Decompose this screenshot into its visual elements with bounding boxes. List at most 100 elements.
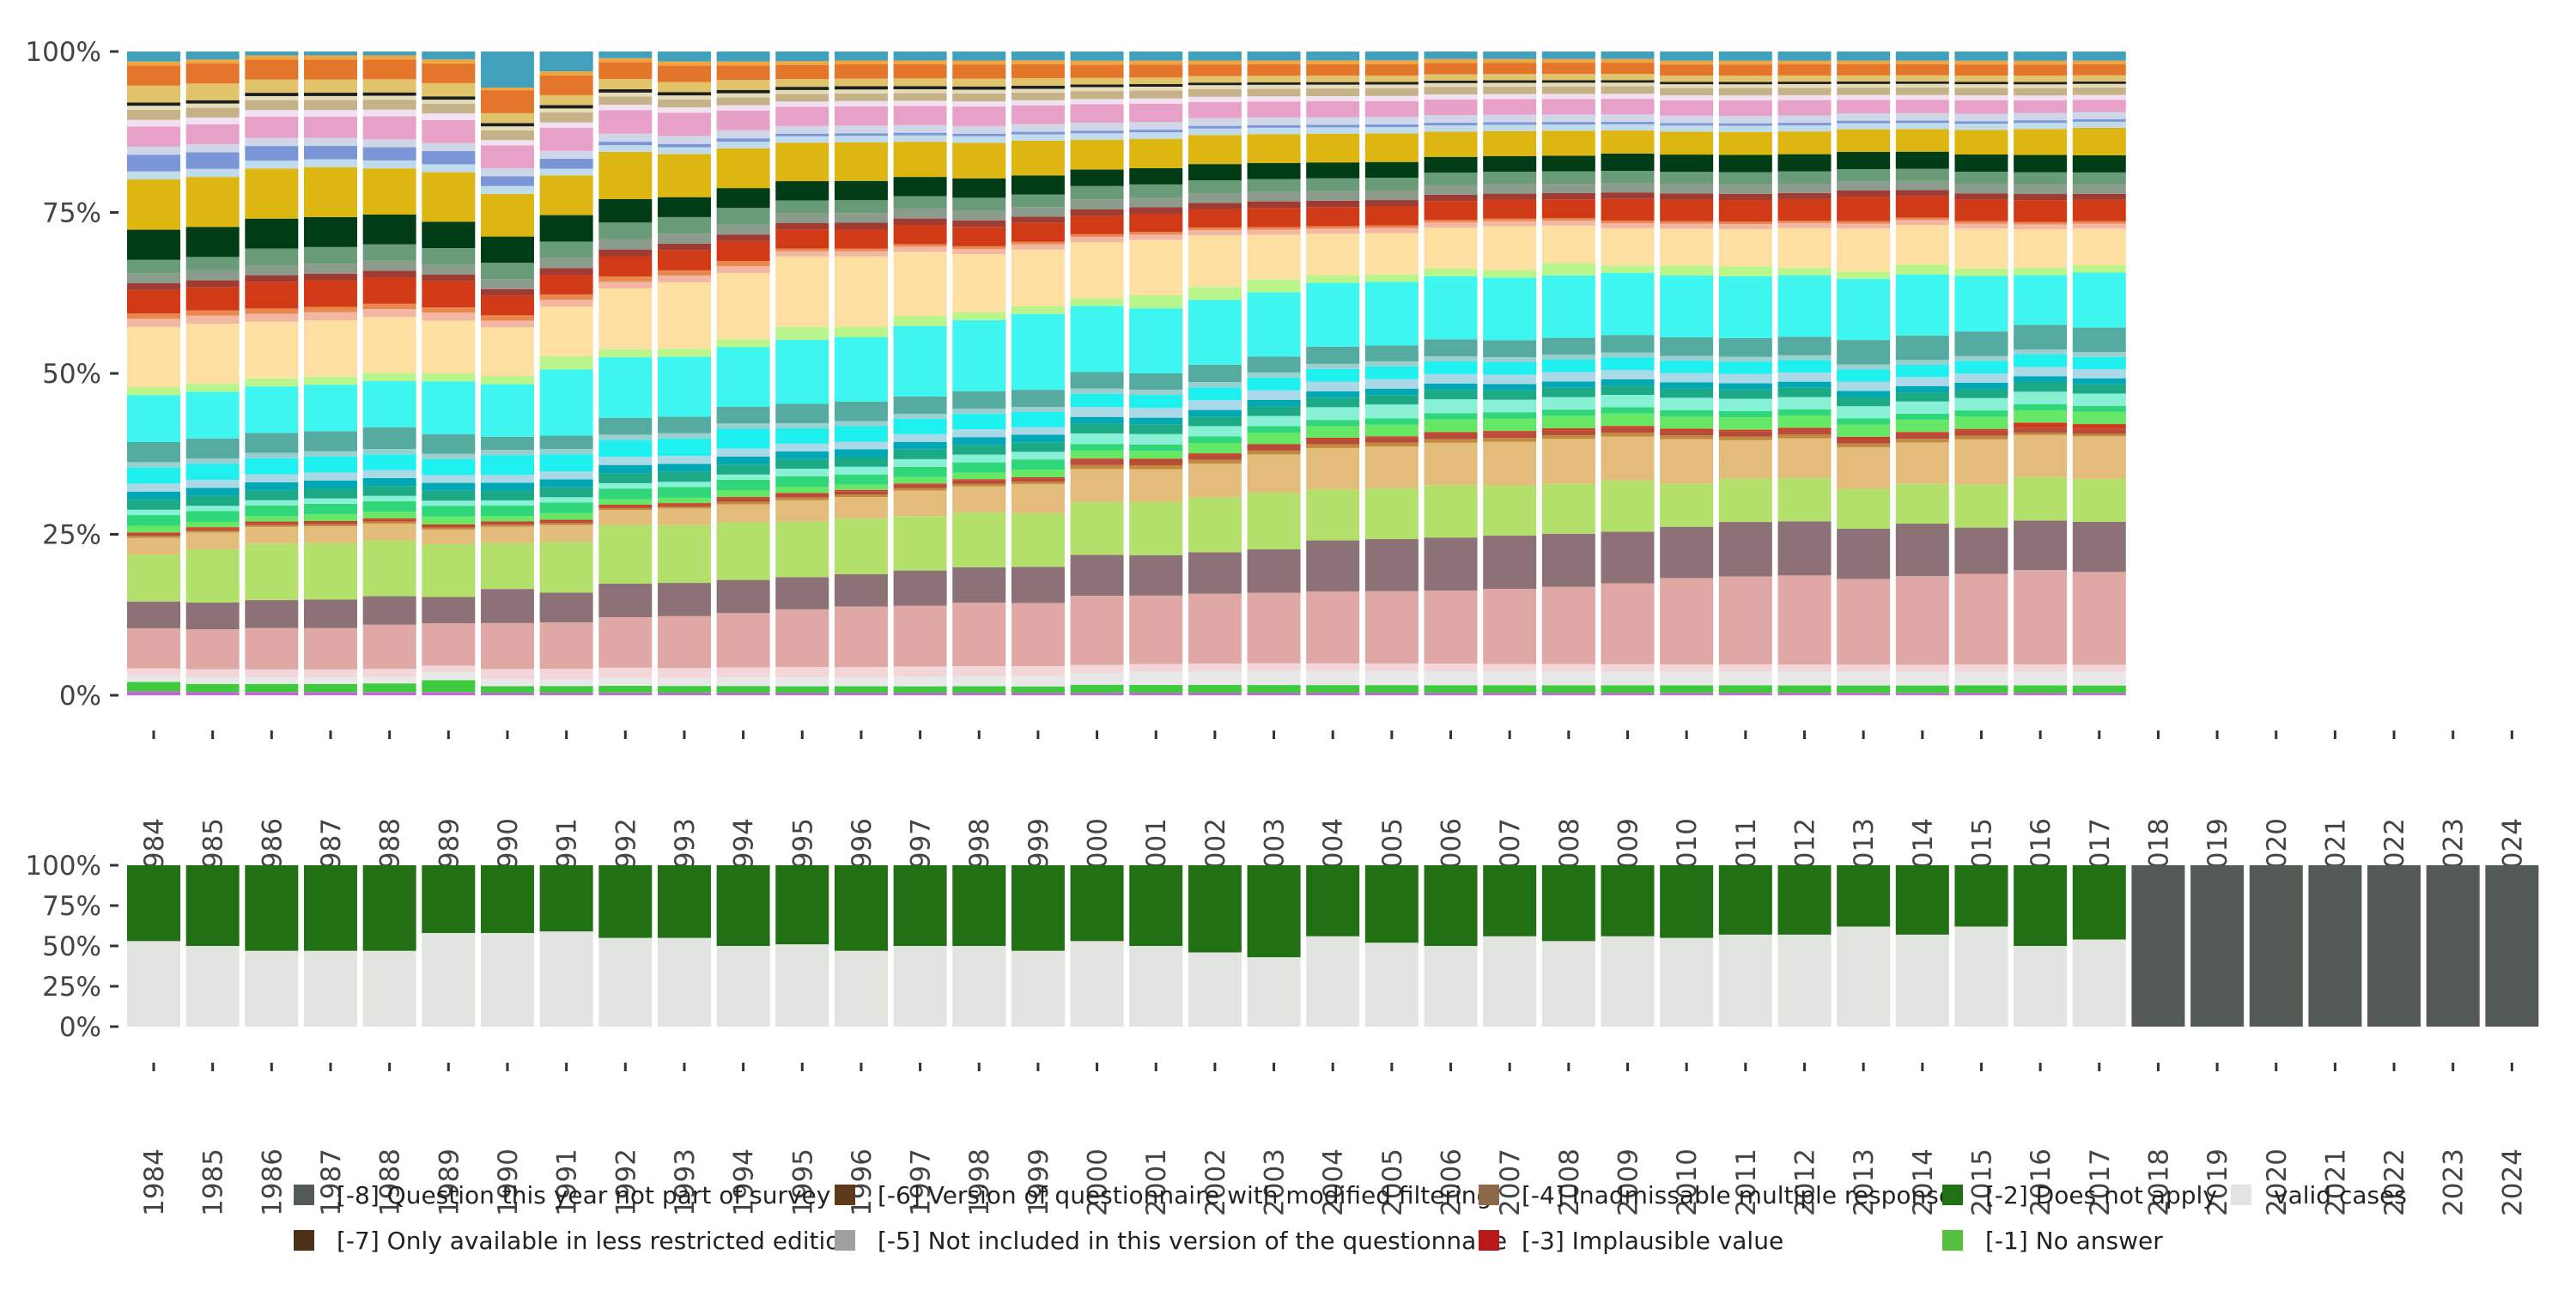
- top-segment-1991-cat05: [539, 622, 593, 670]
- top-segment-2008-cat02: [1541, 685, 1595, 694]
- top-segment-1998-cat13: [952, 462, 1006, 473]
- top-segment-2002-cat10: [1188, 454, 1242, 460]
- top-segment-1994-cat36: [716, 105, 770, 111]
- top-segment-1997-cat04: [893, 666, 947, 677]
- top-segment-2002-cat02: [1188, 684, 1242, 693]
- top-segment-2001-cat29: [1129, 184, 1183, 198]
- bottom-bar-2022: [2367, 865, 2421, 1027]
- top-segment-1997-cat07: [893, 516, 947, 571]
- bottom-x-tick-label: 1993: [670, 1149, 701, 1216]
- top-segment-2013-cat16: [1837, 391, 1891, 397]
- top-segment-1988-cat41: [362, 59, 416, 80]
- top-segment-2001-cat38: [1129, 86, 1183, 91]
- top-segment-1995-cat20: [775, 403, 829, 423]
- top-segment-2013-cat06: [1837, 528, 1891, 579]
- top-segment-2008-cat05: [1541, 586, 1595, 664]
- top-segment-1993-cat42: [657, 61, 711, 66]
- top-segment-2001-cat11: [1129, 458, 1183, 460]
- top-segment-2001-cat17: [1129, 408, 1183, 418]
- top-segment-2016-cat21: [2014, 275, 2068, 325]
- top-segment-1987-cat21: [303, 385, 357, 432]
- top-segment-2004-cat36: [1306, 95, 1360, 101]
- top-segment-2017-cat21: [2072, 272, 2126, 328]
- top-segment-1995-cat08: [775, 500, 829, 522]
- top-segment-1993-cat09: [657, 506, 711, 509]
- top-segment-1988-cat24: [362, 309, 416, 318]
- top-segment-1995-cat36: [775, 101, 829, 107]
- top-segment-1993-cat08: [657, 508, 711, 525]
- top-segment-2003-cat15: [1247, 406, 1301, 416]
- top-segment-1985-cat19: [185, 458, 240, 464]
- top-segment-1986-cat22: [245, 378, 299, 387]
- top-segment-1994-cat30: [716, 188, 770, 209]
- top-segment-2001-cat07: [1129, 501, 1183, 555]
- top-segment-2006-cat12: [1424, 419, 1478, 433]
- top-segment-1985-cat04: [185, 669, 240, 678]
- top-segment-1984-cat27: [127, 283, 180, 290]
- top-segment-1996-cat01: [834, 693, 888, 695]
- top-segment-2003-cat08: [1247, 454, 1301, 494]
- top-segment-1985-cat33: [185, 152, 240, 169]
- top-segment-1991-cat14: [539, 497, 593, 503]
- top-segment-2013-cat19: [1837, 364, 1891, 370]
- bottom-segment-2018--8-question-this-year-not-part-of-survey: [2131, 865, 2185, 1027]
- top-segment-2002-cat01: [1188, 692, 1242, 695]
- top-segment-1989-cat31: [422, 172, 476, 222]
- top-segment-2013-cat11: [1837, 436, 1891, 439]
- legend-item: [-4] Inadmissable multiple response: [1479, 1181, 1953, 1209]
- top-segment-2012-cat09: [1777, 434, 1832, 439]
- top-segment-1994-cat09: [716, 501, 770, 505]
- top-segment-1992-cat02: [598, 686, 653, 693]
- bottom-x-tick-label: 2004: [1318, 1149, 1349, 1216]
- top-segment-2015-cat33: [1954, 121, 2008, 124]
- top-segment-2012-cat19: [1777, 355, 1832, 361]
- top-segment-2006-cat15: [1424, 390, 1478, 400]
- top-segment-1984-cat31: [127, 179, 180, 230]
- top-segment-1984-cat39: [127, 102, 180, 106]
- top-segment-1990-cat36: [480, 140, 534, 146]
- top-segment-1997-cat26: [893, 225, 947, 245]
- top-segment-2009-cat34: [1601, 114, 1655, 122]
- top-segment-1991-cat30: [539, 215, 593, 242]
- top-segment-2004-cat16: [1306, 391, 1360, 398]
- top-segment-1998-cat10: [952, 480, 1006, 484]
- top-segment-1996-cat04: [834, 667, 888, 677]
- top-segment-2009-cat17: [1601, 370, 1655, 379]
- top-segment-2010-cat10: [1660, 430, 1714, 436]
- top-segment-1994-cat39: [716, 89, 770, 94]
- top-segment-2017-cat08: [2072, 436, 2126, 480]
- legend-swatch: [835, 1230, 855, 1251]
- top-segment-2003-cat01: [1247, 693, 1301, 695]
- top-segment-1993-cat24: [657, 276, 711, 282]
- top-segment-2000-cat38: [1070, 87, 1124, 92]
- top-segment-2003-cat28: [1247, 191, 1301, 202]
- top-segment-1998-cat14: [952, 454, 1006, 463]
- top-segment-2013-cat24: [1837, 223, 1891, 229]
- top-segment-1995-cat18: [775, 427, 829, 444]
- top-segment-2011-cat20: [1718, 337, 1772, 357]
- top-segment-2008-cat36: [1541, 94, 1595, 100]
- top-bar-2006: [1424, 52, 1478, 695]
- top-segment-1990-cat14: [480, 500, 534, 506]
- bottom-bar-2011: [1718, 865, 1772, 1027]
- top-segment-1993-cat31: [657, 154, 711, 197]
- top-segment-1992-cat34: [598, 133, 653, 142]
- top-segment-1993-cat41: [657, 65, 711, 82]
- top-segment-1995-cat14: [775, 469, 829, 477]
- top-segment-2017-cat20: [2072, 327, 2126, 353]
- top-segment-2003-cat31: [1247, 134, 1301, 163]
- top-bar-1987: [303, 52, 357, 695]
- top-segment-1989-cat37: [422, 103, 476, 114]
- top-segment-1990-cat19: [480, 450, 534, 456]
- top-segment-1987-cat23: [303, 320, 357, 377]
- top-segment-2002-cat42: [1188, 60, 1242, 65]
- top-segment-2008-cat01: [1541, 693, 1595, 695]
- top-segment-2015-cat14: [1954, 397, 2008, 411]
- bottom-segment-2014-valid-cases: [1895, 934, 1949, 1027]
- top-segment-2000-cat35: [1070, 104, 1124, 123]
- top-segment-2009-cat43: [1601, 52, 1655, 59]
- top-segment-1985-cat36: [185, 117, 240, 124]
- top-segment-2012-cat21: [1777, 275, 1832, 337]
- top-segment-2017-cat14: [2072, 393, 2126, 406]
- top-segment-1992-cat23: [598, 288, 653, 349]
